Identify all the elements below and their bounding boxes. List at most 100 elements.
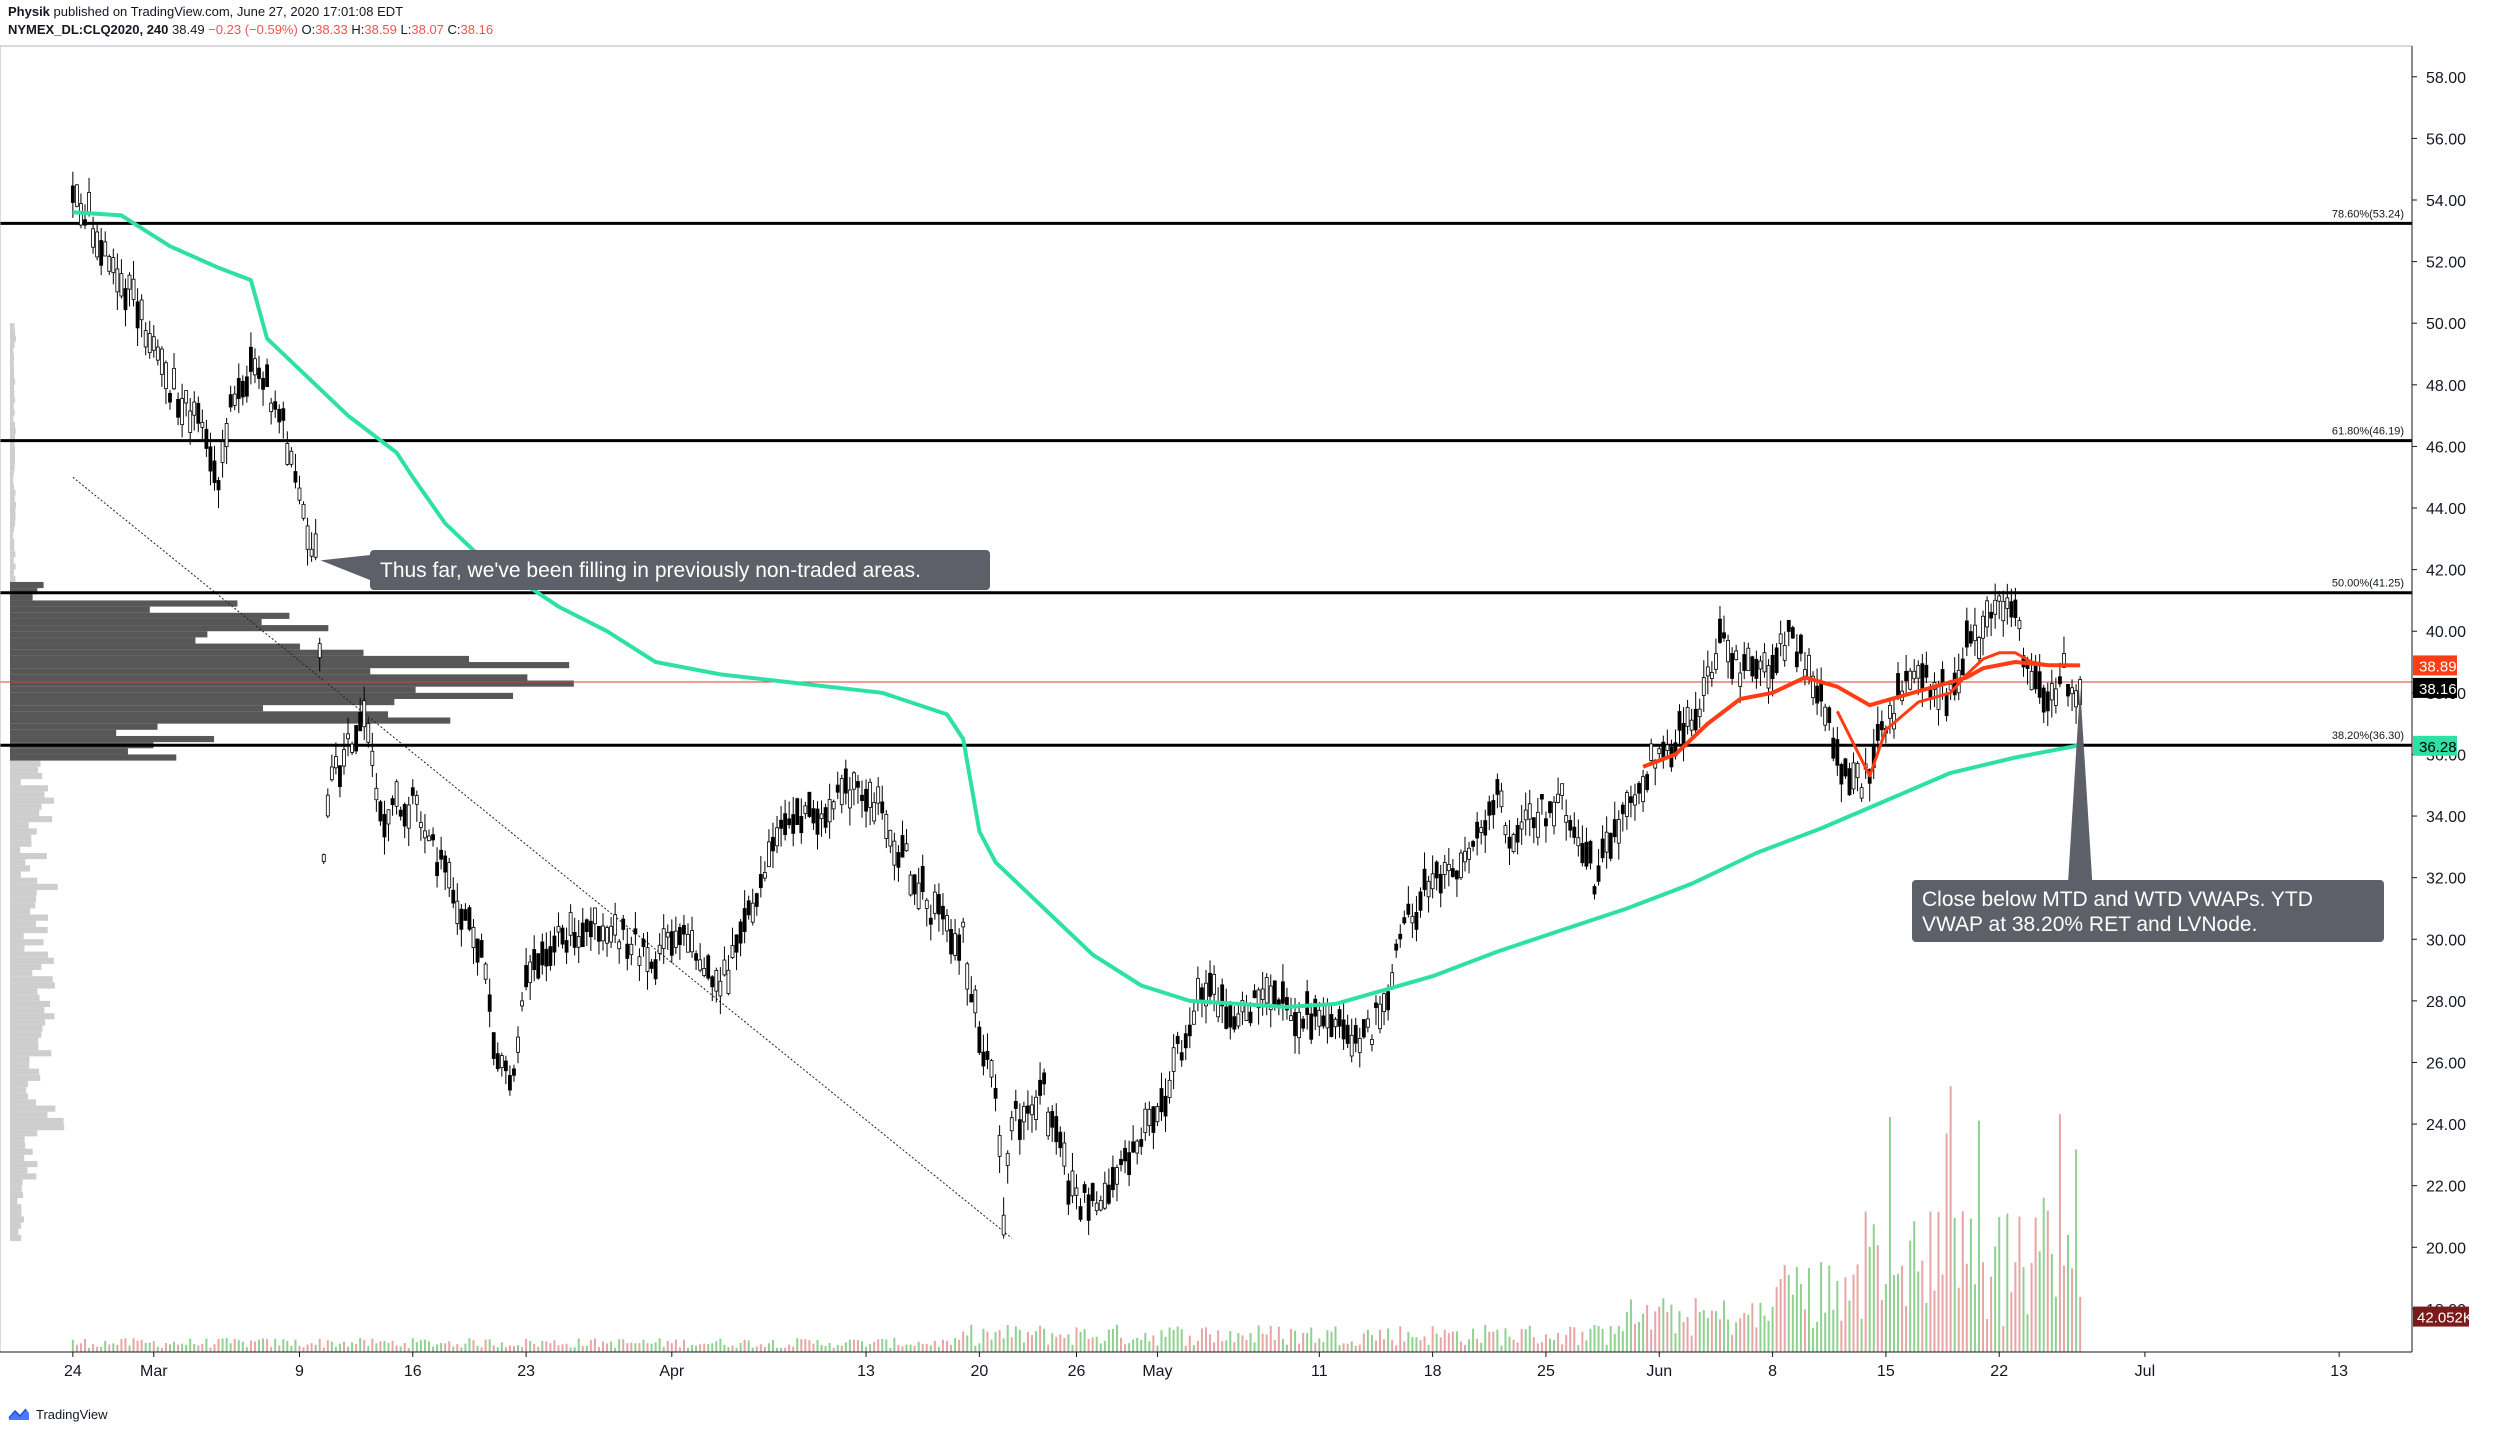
candle-body	[1467, 847, 1471, 860]
candle-body	[524, 965, 529, 988]
volume-bar	[2071, 1268, 2074, 1352]
candle-body	[1544, 818, 1548, 827]
volume-bar	[173, 1341, 176, 1352]
volume-bar	[1638, 1321, 1641, 1352]
author-name[interactable]: Physik	[8, 4, 50, 19]
volume-bar	[88, 1347, 91, 1352]
candle-body	[265, 364, 270, 388]
candle-body	[1139, 1139, 1144, 1147]
candle-body	[669, 931, 674, 956]
volume-bar	[1735, 1322, 1738, 1352]
volume-bar	[347, 1346, 350, 1352]
volume-bar	[1783, 1264, 1786, 1352]
volume-bar	[767, 1343, 770, 1352]
candle-body	[941, 905, 945, 920]
axes: 58.00 56.00 54.00 52.00 50.00 48.00 46.00 44.00…	[0, 45, 2473, 1380]
candle-body	[398, 809, 403, 817]
candle-body	[1799, 634, 1803, 654]
volume-bar	[1407, 1331, 1410, 1352]
candle-body	[1811, 675, 1815, 699]
candle-body	[103, 241, 108, 257]
volume-bar	[1302, 1332, 1305, 1352]
volume-bar	[1512, 1339, 1515, 1352]
volume-bar	[2038, 1251, 2041, 1352]
volume-bar	[1387, 1328, 1390, 1352]
volume-bar	[1099, 1343, 1102, 1352]
candle-body	[673, 930, 678, 948]
volume-bar	[92, 1344, 95, 1352]
volume-bar	[788, 1344, 791, 1352]
x-tick-label: 20	[970, 1363, 988, 1380]
volume-bar	[751, 1347, 754, 1352]
candle-body	[1212, 974, 1216, 995]
volume-bar	[500, 1342, 503, 1352]
candle-body	[702, 968, 707, 976]
volume-bar	[614, 1347, 617, 1352]
candle-body	[1248, 1011, 1253, 1024]
open-value: 38.33	[315, 22, 348, 37]
volume-bar	[1427, 1344, 1430, 1352]
candle-body	[212, 460, 217, 484]
candle-body	[1034, 1096, 1038, 1120]
volume-bar	[646, 1343, 649, 1352]
candle-body	[131, 278, 136, 300]
fib-retracement[interactable]: 78.60%(53.24) 61.80%(46.19) 50.00%(41.25) 3…	[0, 208, 2412, 747]
candle-body	[487, 994, 492, 1012]
candle-body	[661, 928, 666, 950]
profile-bin	[10, 1000, 51, 1008]
candle-body	[1548, 801, 1552, 814]
candle-body	[74, 184, 79, 207]
volume-bar	[885, 1339, 888, 1352]
profile-bin	[10, 889, 37, 897]
candle-body	[1224, 1006, 1229, 1029]
profile-bin	[10, 853, 47, 860]
candle-body	[1859, 787, 1864, 799]
candle-body	[649, 961, 654, 969]
candle-body	[714, 970, 719, 992]
candle-body	[1685, 707, 1690, 727]
volume-bar	[2075, 1149, 2078, 1352]
volume-bar	[330, 1341, 333, 1352]
candle-body	[1450, 868, 1455, 878]
candle-body	[1896, 673, 1900, 698]
profile-bin	[10, 828, 37, 835]
candle-body	[176, 399, 180, 418]
profile-bin	[10, 1167, 28, 1174]
candle-body	[617, 941, 622, 950]
profile-bin	[10, 920, 36, 927]
candle-body	[159, 348, 164, 375]
volume-bar	[1625, 1312, 1628, 1352]
candle-body	[1831, 737, 1836, 759]
volume-bar	[840, 1345, 843, 1352]
volume-bar	[1812, 1327, 1815, 1352]
trendline[interactable]	[72, 476, 1013, 1239]
annotations[interactable]: Thus far, we've been filling in previous…	[320, 550, 2384, 942]
fib-level-label: 61.80%(46.19)	[2332, 426, 2404, 438]
volume-bar	[318, 1338, 321, 1352]
volume-bar	[197, 1345, 200, 1352]
volume-bar	[1346, 1343, 1349, 1352]
candle-body	[293, 471, 298, 483]
candle-body	[471, 926, 476, 948]
candle-body	[1843, 758, 1848, 777]
volume-bar	[266, 1339, 269, 1352]
volume-bar	[1435, 1333, 1438, 1352]
candle-body	[1280, 981, 1285, 1004]
volume-bar	[1605, 1344, 1608, 1352]
volume-bar	[1921, 1260, 1924, 1352]
candle-body	[1285, 997, 1289, 1011]
volume-bar	[1642, 1313, 1645, 1352]
volume-bar	[1071, 1344, 1074, 1352]
x-tick-label: 9	[295, 1363, 304, 1380]
candle-body	[799, 816, 804, 834]
volume-bar	[1051, 1333, 1054, 1352]
symbol-label[interactable]: NYMEX_DL:CLQ2020, 240	[8, 22, 169, 37]
candle-body	[839, 778, 844, 806]
profile-bin	[10, 957, 54, 964]
volume-bar	[755, 1346, 758, 1352]
volume-bar	[1986, 1319, 1989, 1352]
footer-brand[interactable]: TradingView	[8, 1404, 108, 1424]
candle-body	[1839, 764, 1844, 785]
profile-bin	[10, 612, 290, 619]
